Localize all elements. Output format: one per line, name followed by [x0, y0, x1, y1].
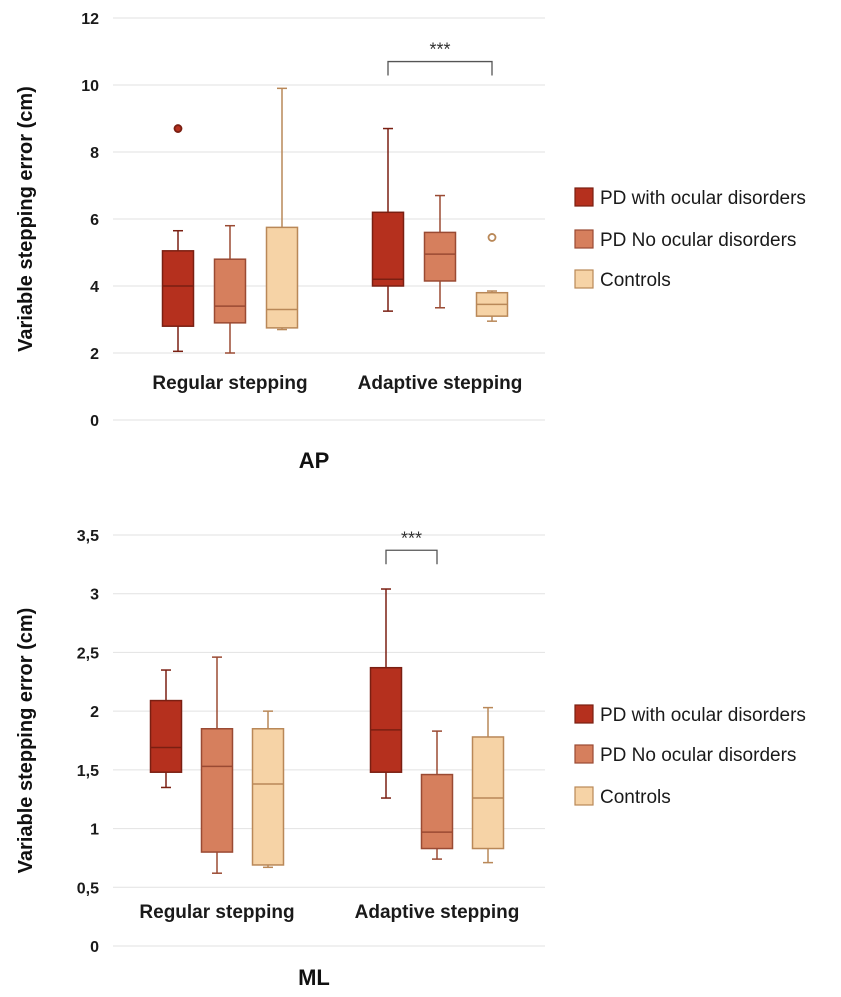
significance-bracket: [387, 60, 493, 76]
y-axis-title: Variable stepping error (cm): [15, 608, 37, 874]
y-tick-label: 12: [81, 11, 99, 28]
panel-title: ML: [298, 965, 330, 990]
iqr-box: [213, 258, 247, 324]
legend-label: PD No ocular disorders: [600, 230, 796, 251]
y-tick-label: 1,5: [77, 763, 99, 780]
y-tick-label: 10: [81, 78, 99, 95]
category-label: Regular stepping: [152, 373, 307, 394]
chart-panel-ml: 0 0,5 1 1,5 2 2,5 3 3,5 Variable stepping error …: [15, 528, 806, 990]
box-ap-pd-with-ocular-disorders-0: [161, 124, 195, 353]
box-ap-controls-1: [475, 233, 509, 322]
legend-swatch: [574, 269, 594, 289]
outlier-point: [487, 233, 497, 242]
significance-bracket: [385, 549, 438, 565]
y-tick-label: 6: [90, 212, 99, 229]
y-tick-label: 2: [90, 704, 99, 721]
category-label: Adaptive stepping: [358, 373, 523, 394]
y-tick-label: 0: [90, 939, 99, 956]
y-axis-title: Variable stepping error (cm): [15, 86, 37, 352]
legend-ap: PD with ocular disorders PD No ocular dis…: [574, 187, 806, 291]
iqr-box: [161, 250, 195, 327]
legend-swatch: [574, 704, 594, 724]
panel-title: AP: [299, 448, 330, 473]
y-tick-label: 4: [90, 279, 99, 296]
y-tick-label: 1: [90, 822, 99, 839]
outlier-point: [173, 124, 183, 133]
iqr-box: [371, 211, 405, 287]
legend-swatch: [574, 786, 594, 806]
legend-swatch: [574, 744, 594, 764]
iqr-box: [423, 231, 457, 282]
iqr-box: [251, 728, 285, 866]
box-ap-pd-with-ocular-disorders-1: [371, 127, 405, 312]
significance-label: ***: [401, 528, 422, 548]
box-ap-controls-0: [265, 87, 299, 331]
legend-label: Controls: [600, 787, 671, 808]
iqr-box: [200, 728, 234, 853]
y-tick-label: 8: [90, 145, 99, 162]
chart-panel-ap: 0 2 4 6 8 10 12 Variable stepping error (cm) Reg…: [15, 11, 806, 473]
box-ml-pd-no-ocular-disorders-0: [200, 656, 234, 874]
category-label: Adaptive stepping: [355, 902, 520, 923]
y-tick-label: 2: [90, 346, 99, 363]
iqr-box: [420, 773, 454, 850]
legend-label: PD with ocular disorders: [600, 705, 806, 726]
box-ml-controls-1: [471, 706, 505, 864]
legend-ml: PD with ocular disorders PD No ocular dis…: [574, 704, 806, 808]
legend-label: PD with ocular disorders: [600, 188, 806, 209]
iqr-box: [149, 699, 183, 773]
box-ml-pd-with-ocular-disorders-1: [369, 588, 403, 799]
iqr-box: [369, 666, 403, 773]
legend-label: Controls: [600, 270, 671, 291]
legend-label: PD No ocular disorders: [600, 745, 796, 766]
box-ap-pd-no-ocular-disorders-0: [213, 224, 247, 354]
iqr-box: [471, 736, 505, 850]
y-tick-label: 2,5: [77, 645, 99, 662]
y-tick-label: 3,5: [77, 528, 99, 545]
box-ap-pd-no-ocular-disorders-1: [423, 194, 457, 309]
legend-swatch: [574, 187, 594, 207]
box-ml-controls-0: [251, 710, 285, 869]
category-label: Regular stepping: [139, 902, 294, 923]
legend-swatch: [574, 229, 594, 249]
box-ml-pd-with-ocular-disorders-0: [149, 669, 183, 789]
y-tick-label: 0,5: [77, 880, 99, 897]
y-tick-label: 3: [90, 587, 99, 604]
box-ml-pd-no-ocular-disorders-1: [420, 730, 454, 860]
significance-label: ***: [429, 40, 450, 60]
y-tick-label: 0: [90, 413, 99, 430]
iqr-box: [265, 226, 299, 329]
